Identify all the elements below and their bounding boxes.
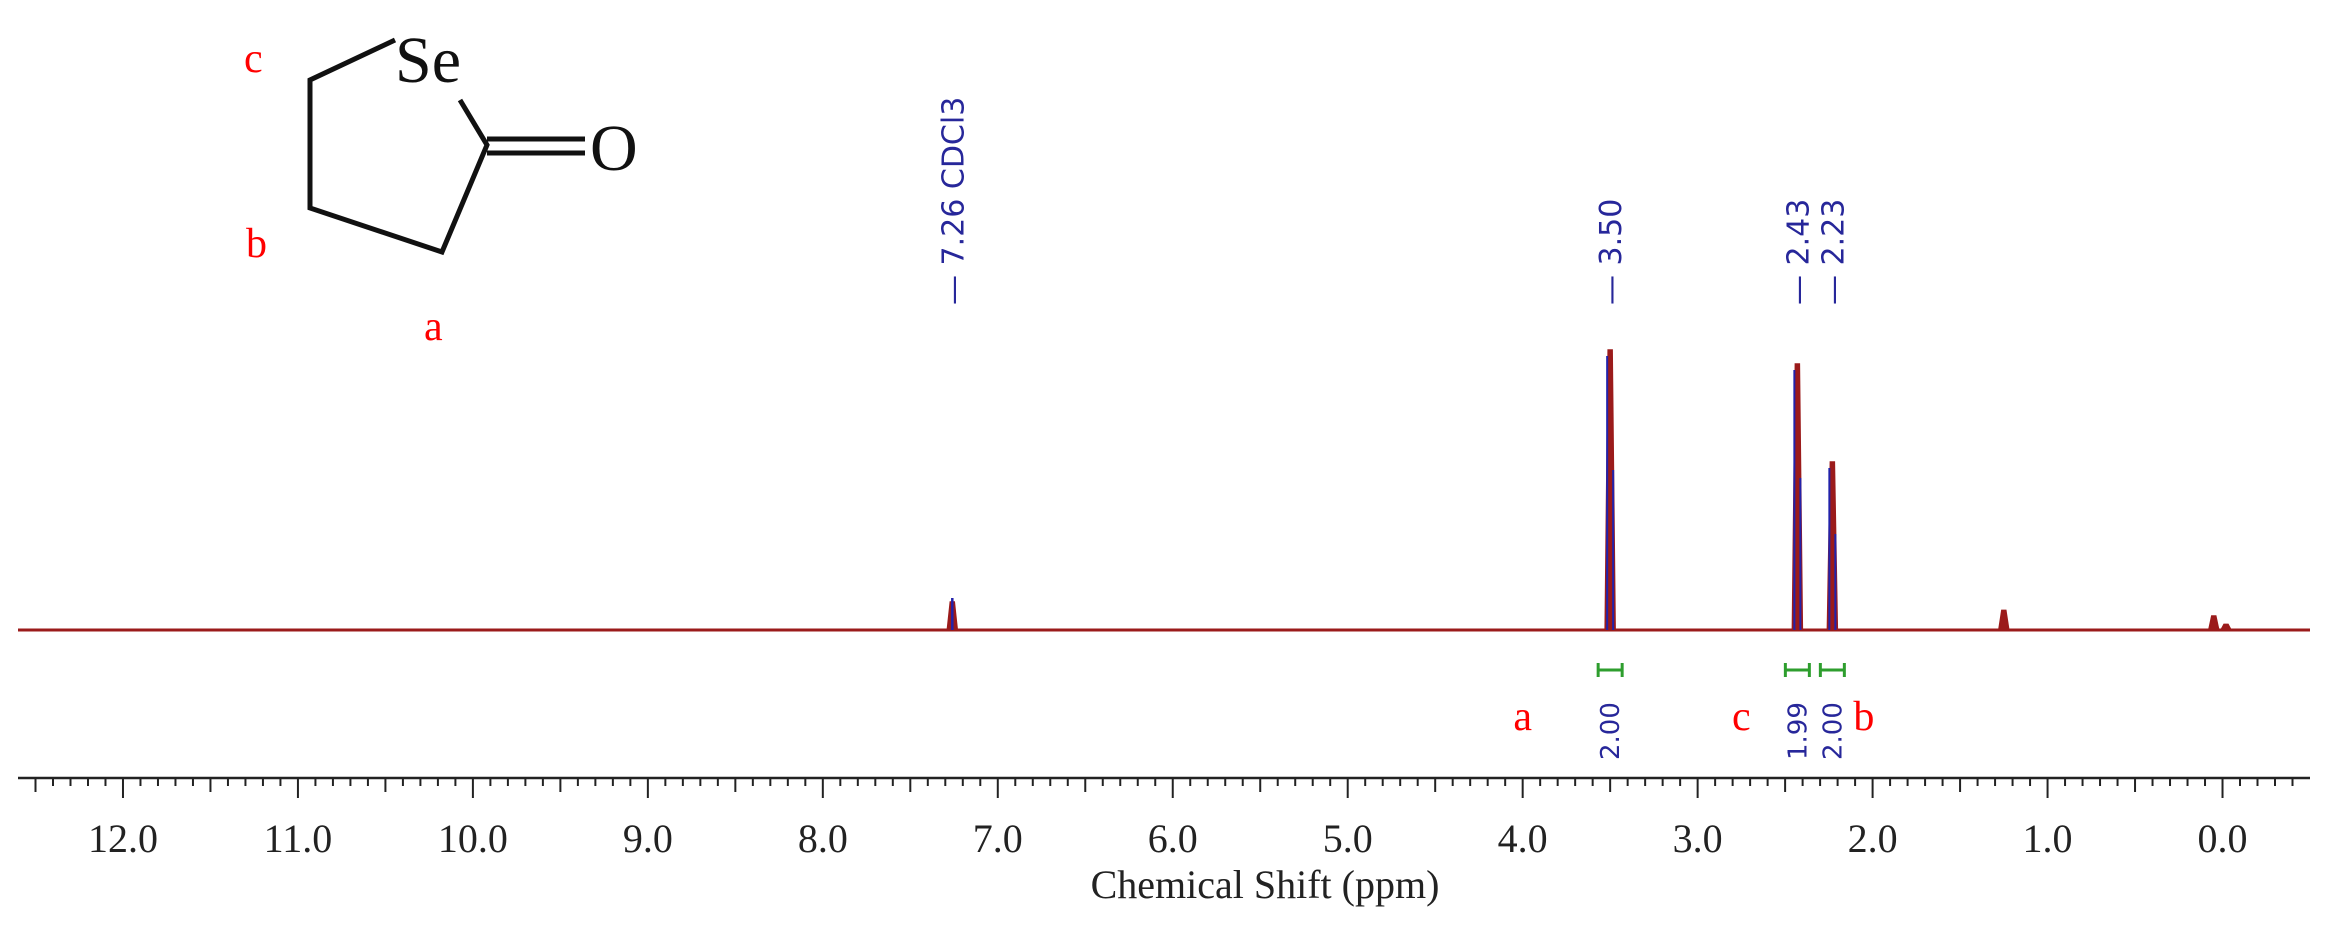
x-tick-label: 0.0: [2198, 816, 2248, 861]
structure-label-c: c: [244, 36, 263, 82]
selenium-atom: Se: [395, 24, 461, 97]
integrals: 2.00 1.99 2.00a c b: [1513, 663, 1874, 760]
integral-assignment-c: c: [1732, 694, 1751, 740]
ring-bonds: [307, 37, 490, 256]
integral-assignment-a: a: [1513, 694, 1532, 740]
x-tick-label: 12.0: [88, 816, 158, 861]
integral-value: 2.00: [1818, 702, 1848, 760]
x-tick-label: 10.0: [438, 816, 508, 861]
peak-label: — 3.50: [1594, 199, 1629, 305]
peak-label: — 7.26 CDCl3: [936, 97, 971, 305]
spectrum-peaks: [946, 349, 2233, 631]
oxygen-atom: O: [590, 112, 638, 185]
x-tick-label: 3.0: [1673, 816, 1723, 861]
x-tick-label: 5.0: [1323, 816, 1373, 861]
spectrum-peak: [2207, 615, 2220, 631]
molecule-structure: Se O c b a: [244, 24, 638, 350]
x-tick-label: 8.0: [798, 816, 848, 861]
peak-label: — 2.43: [1781, 199, 1816, 305]
structure-label-a: a: [424, 304, 443, 350]
integral-assignment-b: b: [1853, 694, 1874, 740]
x-tick-label: 4.0: [1498, 816, 1548, 861]
integral-value: 1.99: [1783, 702, 1813, 760]
x-axis-ticks: 12.0 11.0 10.0 9.0 8.0 7.0 6.0 5.0 4.0 3.0 2.0 1.0 0…: [34, 778, 2294, 861]
x-tick-label: 2.0: [1848, 816, 1898, 861]
structure-label-b: b: [246, 221, 267, 267]
spectrum-peak: [2219, 623, 2233, 631]
x-tick-label: 11.0: [264, 816, 333, 861]
peak-labels: — 7.26 CDCl3 — 3.50 — 2.43— 2.23: [936, 97, 1851, 305]
x-tick-label: 9.0: [623, 816, 673, 861]
x-axis-title: Chemical Shift (ppm): [1091, 862, 1440, 907]
spectrum-peak: [1997, 609, 2010, 631]
peak-label: — 2.23: [1816, 199, 1851, 305]
x-tick-label: 1.0: [2023, 816, 2073, 861]
x-tick-label: 7.0: [973, 816, 1023, 861]
integral-value: 2.00: [1596, 702, 1626, 760]
x-tick-label: 6.0: [1148, 816, 1198, 861]
